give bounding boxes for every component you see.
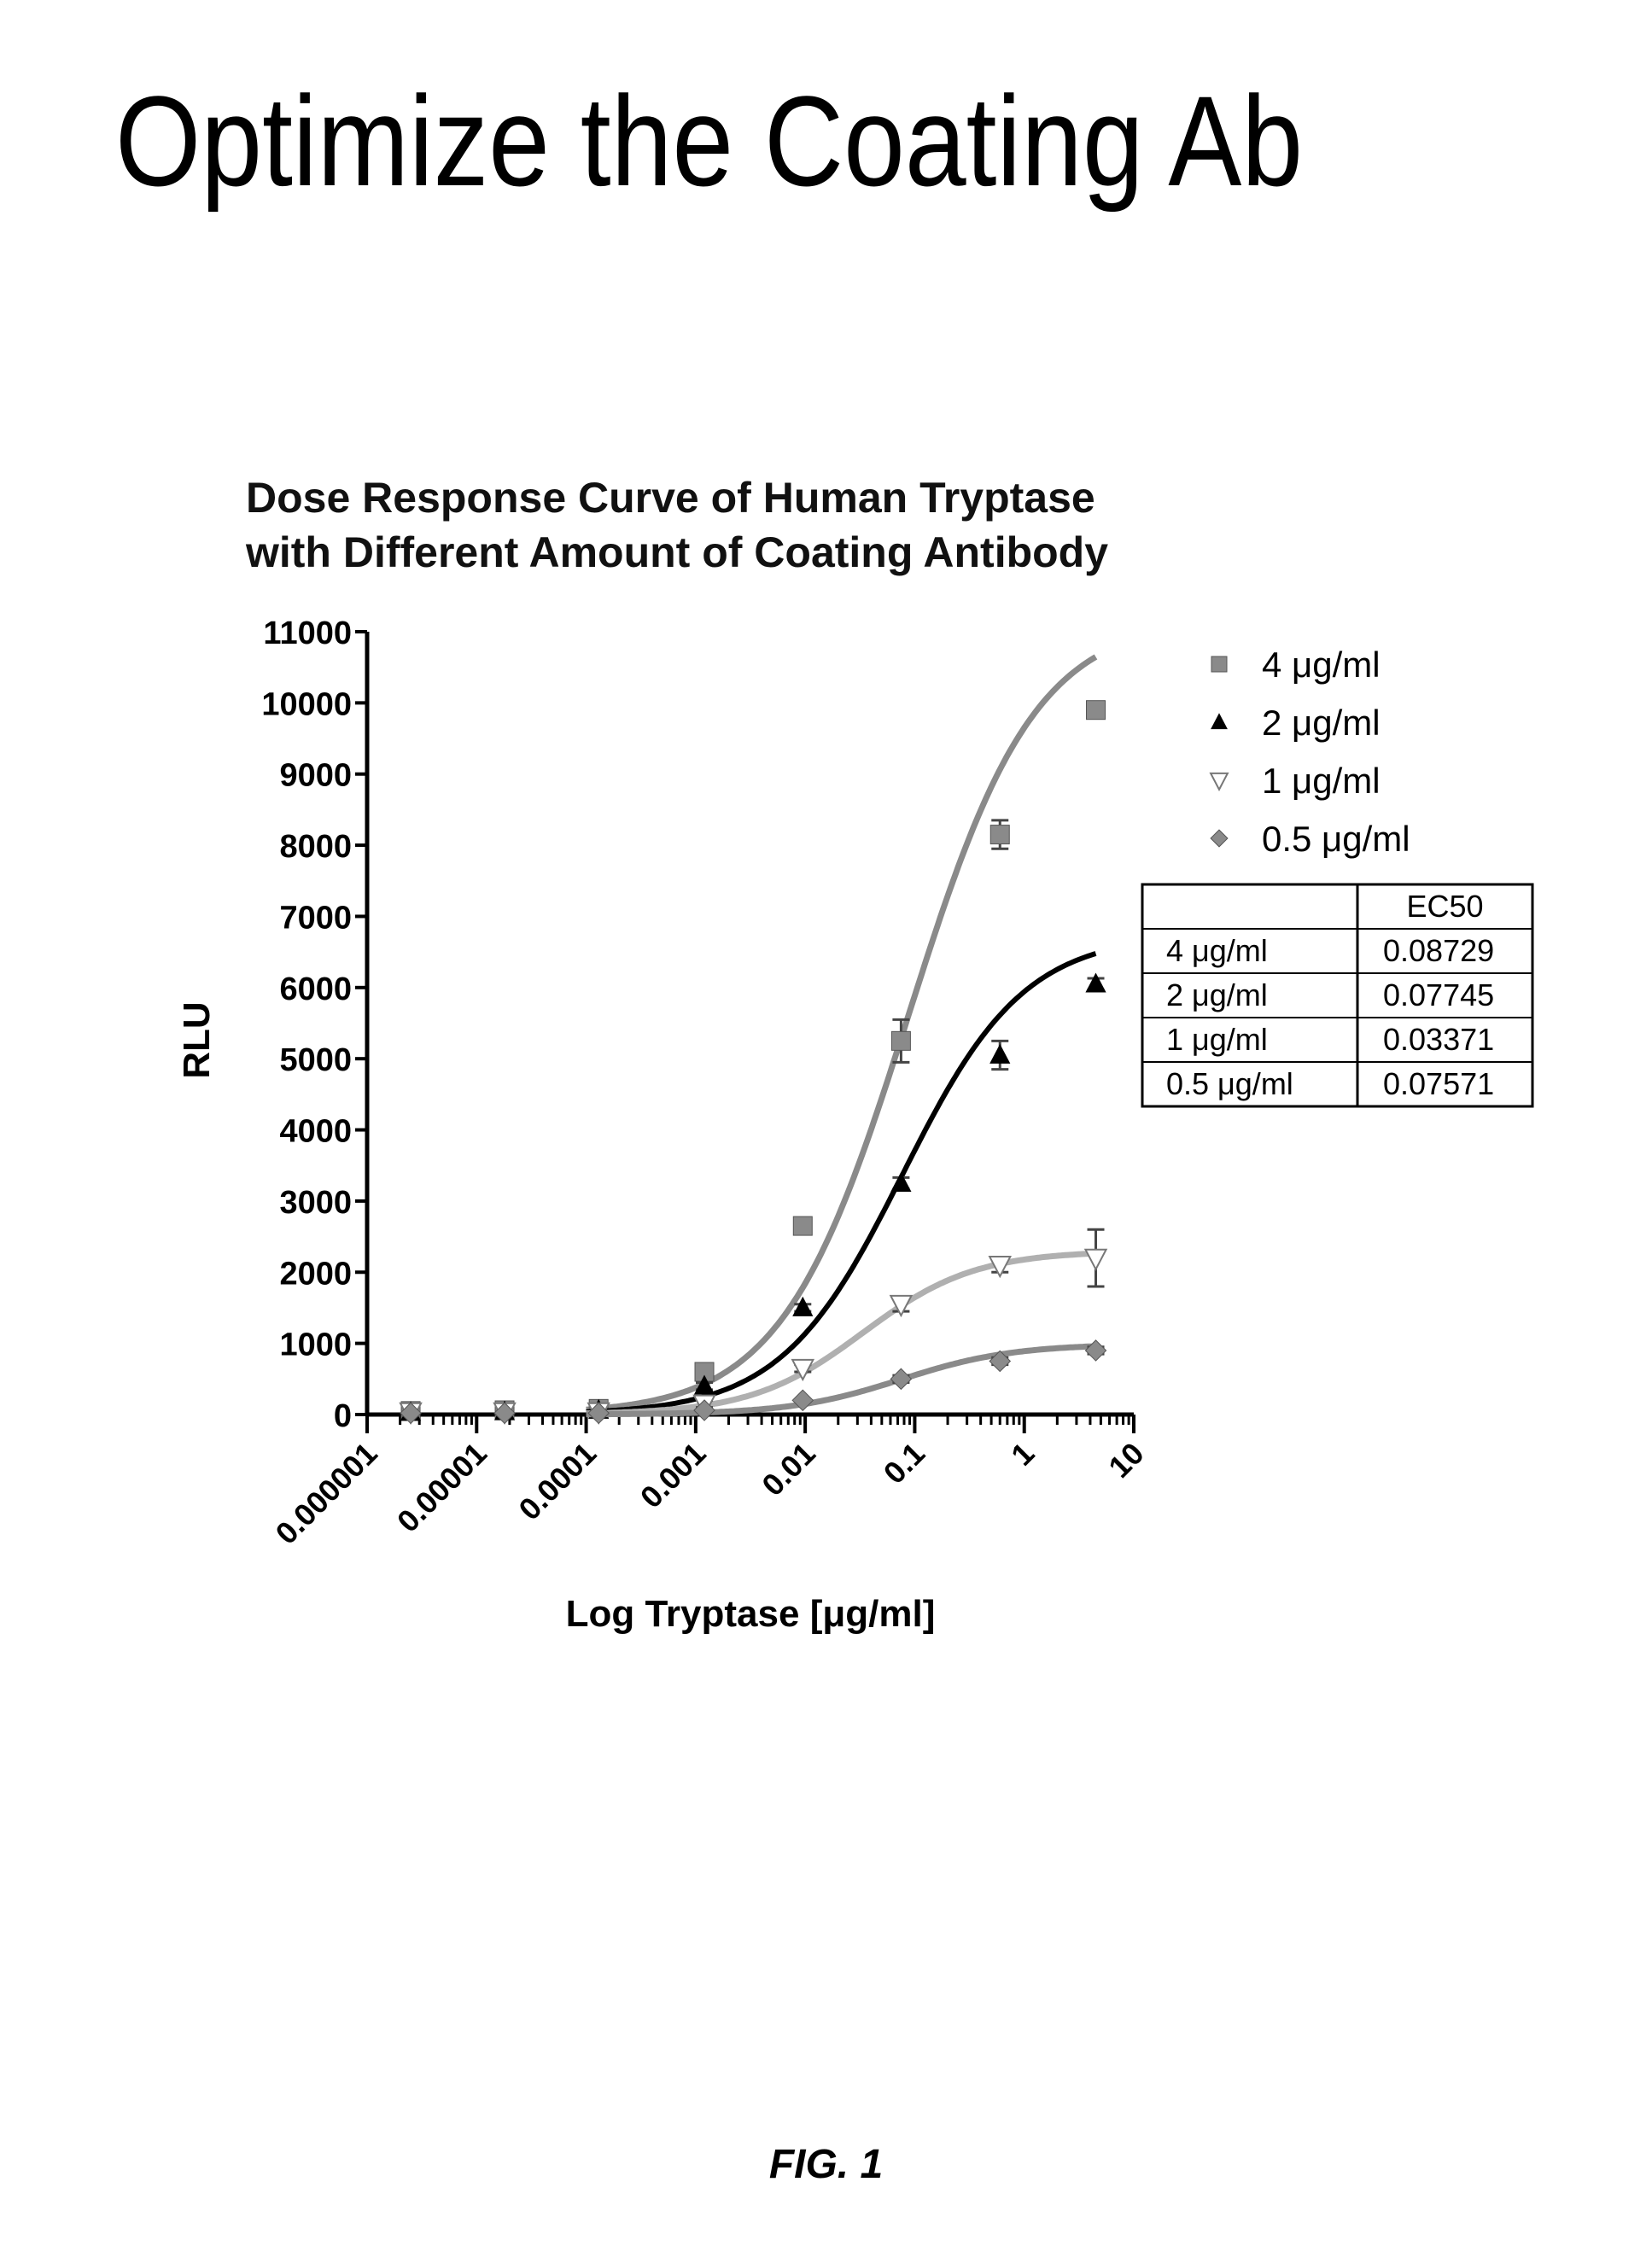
y-axis: 0 1000 2000 3000 4000 5000 6000 7000 8000 9000 100…: [176, 616, 367, 1434]
legend-marker: [1211, 830, 1228, 847]
legend-label: 4 μg/ml: [1262, 645, 1381, 685]
series-3: [400, 1229, 1106, 1423]
data-point: [793, 1216, 812, 1235]
legend: 4 μg/ml 2 μg/ml 1 μg/ml 0.5 μg/ml: [1211, 645, 1410, 859]
table-cell-ec50: 0.07745: [1383, 977, 1494, 1012]
y-tick-label: 7000: [279, 900, 352, 936]
fit-curve: [587, 1253, 1096, 1413]
table-cell-sample: 1 μg/ml: [1166, 1022, 1268, 1057]
series-1: [401, 657, 1105, 1421]
legend-label: 0.5 μg/ml: [1262, 819, 1410, 859]
x-tick-label: 10: [1101, 1436, 1150, 1485]
fit-curve: [587, 657, 1096, 1410]
legend-marker: [1211, 713, 1228, 729]
x-tick-label: 0.01: [755, 1436, 822, 1503]
fit-curve: [587, 954, 1096, 1412]
x-tick-label: 0.0001: [511, 1436, 603, 1527]
legend-label: 2 μg/ml: [1262, 703, 1381, 743]
table-cell-ec50: 0.08729: [1383, 933, 1494, 968]
y-tick-label: 10000: [261, 686, 352, 722]
y-tick-label: 1000: [279, 1327, 352, 1363]
figure-caption: FIG. 1: [0, 2141, 1652, 2188]
x-tick-label: 0.1: [877, 1436, 931, 1491]
x-tick-label: 0.00001: [390, 1436, 493, 1539]
table-cell-sample: 4 μg/ml: [1166, 933, 1268, 968]
y-tick-label: 0: [334, 1398, 352, 1434]
x-tick-label: 0.000001: [268, 1436, 383, 1551]
data-point: [1085, 972, 1106, 992]
legend-label: 1 μg/ml: [1262, 761, 1381, 801]
y-tick-label: 3000: [279, 1185, 352, 1221]
data-point: [989, 1044, 1010, 1064]
ec50-table: EC50 4 μg/ml 0.08729 2 μg/ml 0.07745 1 μg/ml 0…: [1142, 884, 1532, 1106]
data-point: [1087, 701, 1106, 720]
y-tick-label: 2000: [279, 1256, 352, 1292]
y-tick-label: 5000: [279, 1042, 352, 1078]
data-point: [890, 1368, 911, 1389]
data-point: [1085, 1340, 1106, 1361]
data-point: [990, 826, 1009, 844]
x-tick-label: 0.001: [633, 1436, 713, 1515]
y-tick-label: 6000: [279, 971, 352, 1007]
table-cell-ec50: 0.03371: [1383, 1022, 1494, 1057]
data-point: [890, 1172, 911, 1192]
chart-title: Dose Response Curve of Human Tryptase wit…: [245, 474, 1108, 576]
table-cell-sample: 0.5 μg/ml: [1166, 1066, 1293, 1101]
chart-title-line: with Different Amount of Coating Antibod…: [245, 528, 1108, 576]
x-tick-label: 1: [1004, 1436, 1041, 1473]
legend-marker: [1211, 656, 1227, 672]
y-axis-label: RLU: [176, 1001, 218, 1078]
x-axis-label: Log Tryptase [μg/ml]: [566, 1593, 936, 1635]
data-point: [891, 1031, 910, 1050]
table-cell-ec50: 0.07571: [1383, 1066, 1494, 1101]
data-point: [1085, 1250, 1106, 1269]
legend-marker: [1211, 773, 1228, 790]
plot-area: [400, 657, 1106, 1424]
chart-title-line: Dose Response Curve of Human Tryptase: [246, 474, 1095, 522]
y-tick-label: 11000: [263, 616, 352, 651]
table-header-ec50: EC50: [1406, 889, 1483, 924]
y-tick-label: 9000: [279, 758, 352, 794]
table-cell-sample: 2 μg/ml: [1166, 977, 1268, 1012]
x-axis: 0.0000010.000010.0001 0.001 0.01 0.1 1 10 Log …: [268, 1415, 1150, 1635]
y-tick-label: 8000: [279, 829, 352, 865]
y-tick-label: 4000: [279, 1114, 352, 1150]
